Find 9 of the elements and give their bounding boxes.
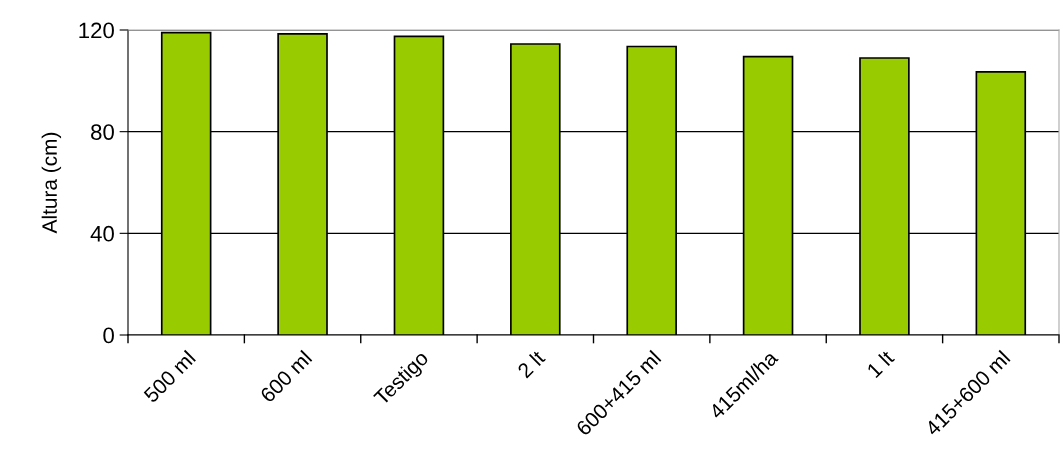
x-tick-label: 1 lt bbox=[865, 349, 896, 379]
y-axis-title: Altura (cm) bbox=[41, 132, 62, 234]
x-tick-label: 600 ml bbox=[259, 349, 313, 404]
x-tick-label: 2 lt bbox=[516, 349, 546, 379]
y-tick-label: 40 bbox=[90, 225, 114, 242]
y-tick-label: 0 bbox=[103, 327, 114, 344]
y-tick-label: 80 bbox=[91, 124, 114, 140]
x-tick-label: 500 ml bbox=[142, 349, 197, 404]
y-tick-label: 120 bbox=[79, 22, 114, 39]
